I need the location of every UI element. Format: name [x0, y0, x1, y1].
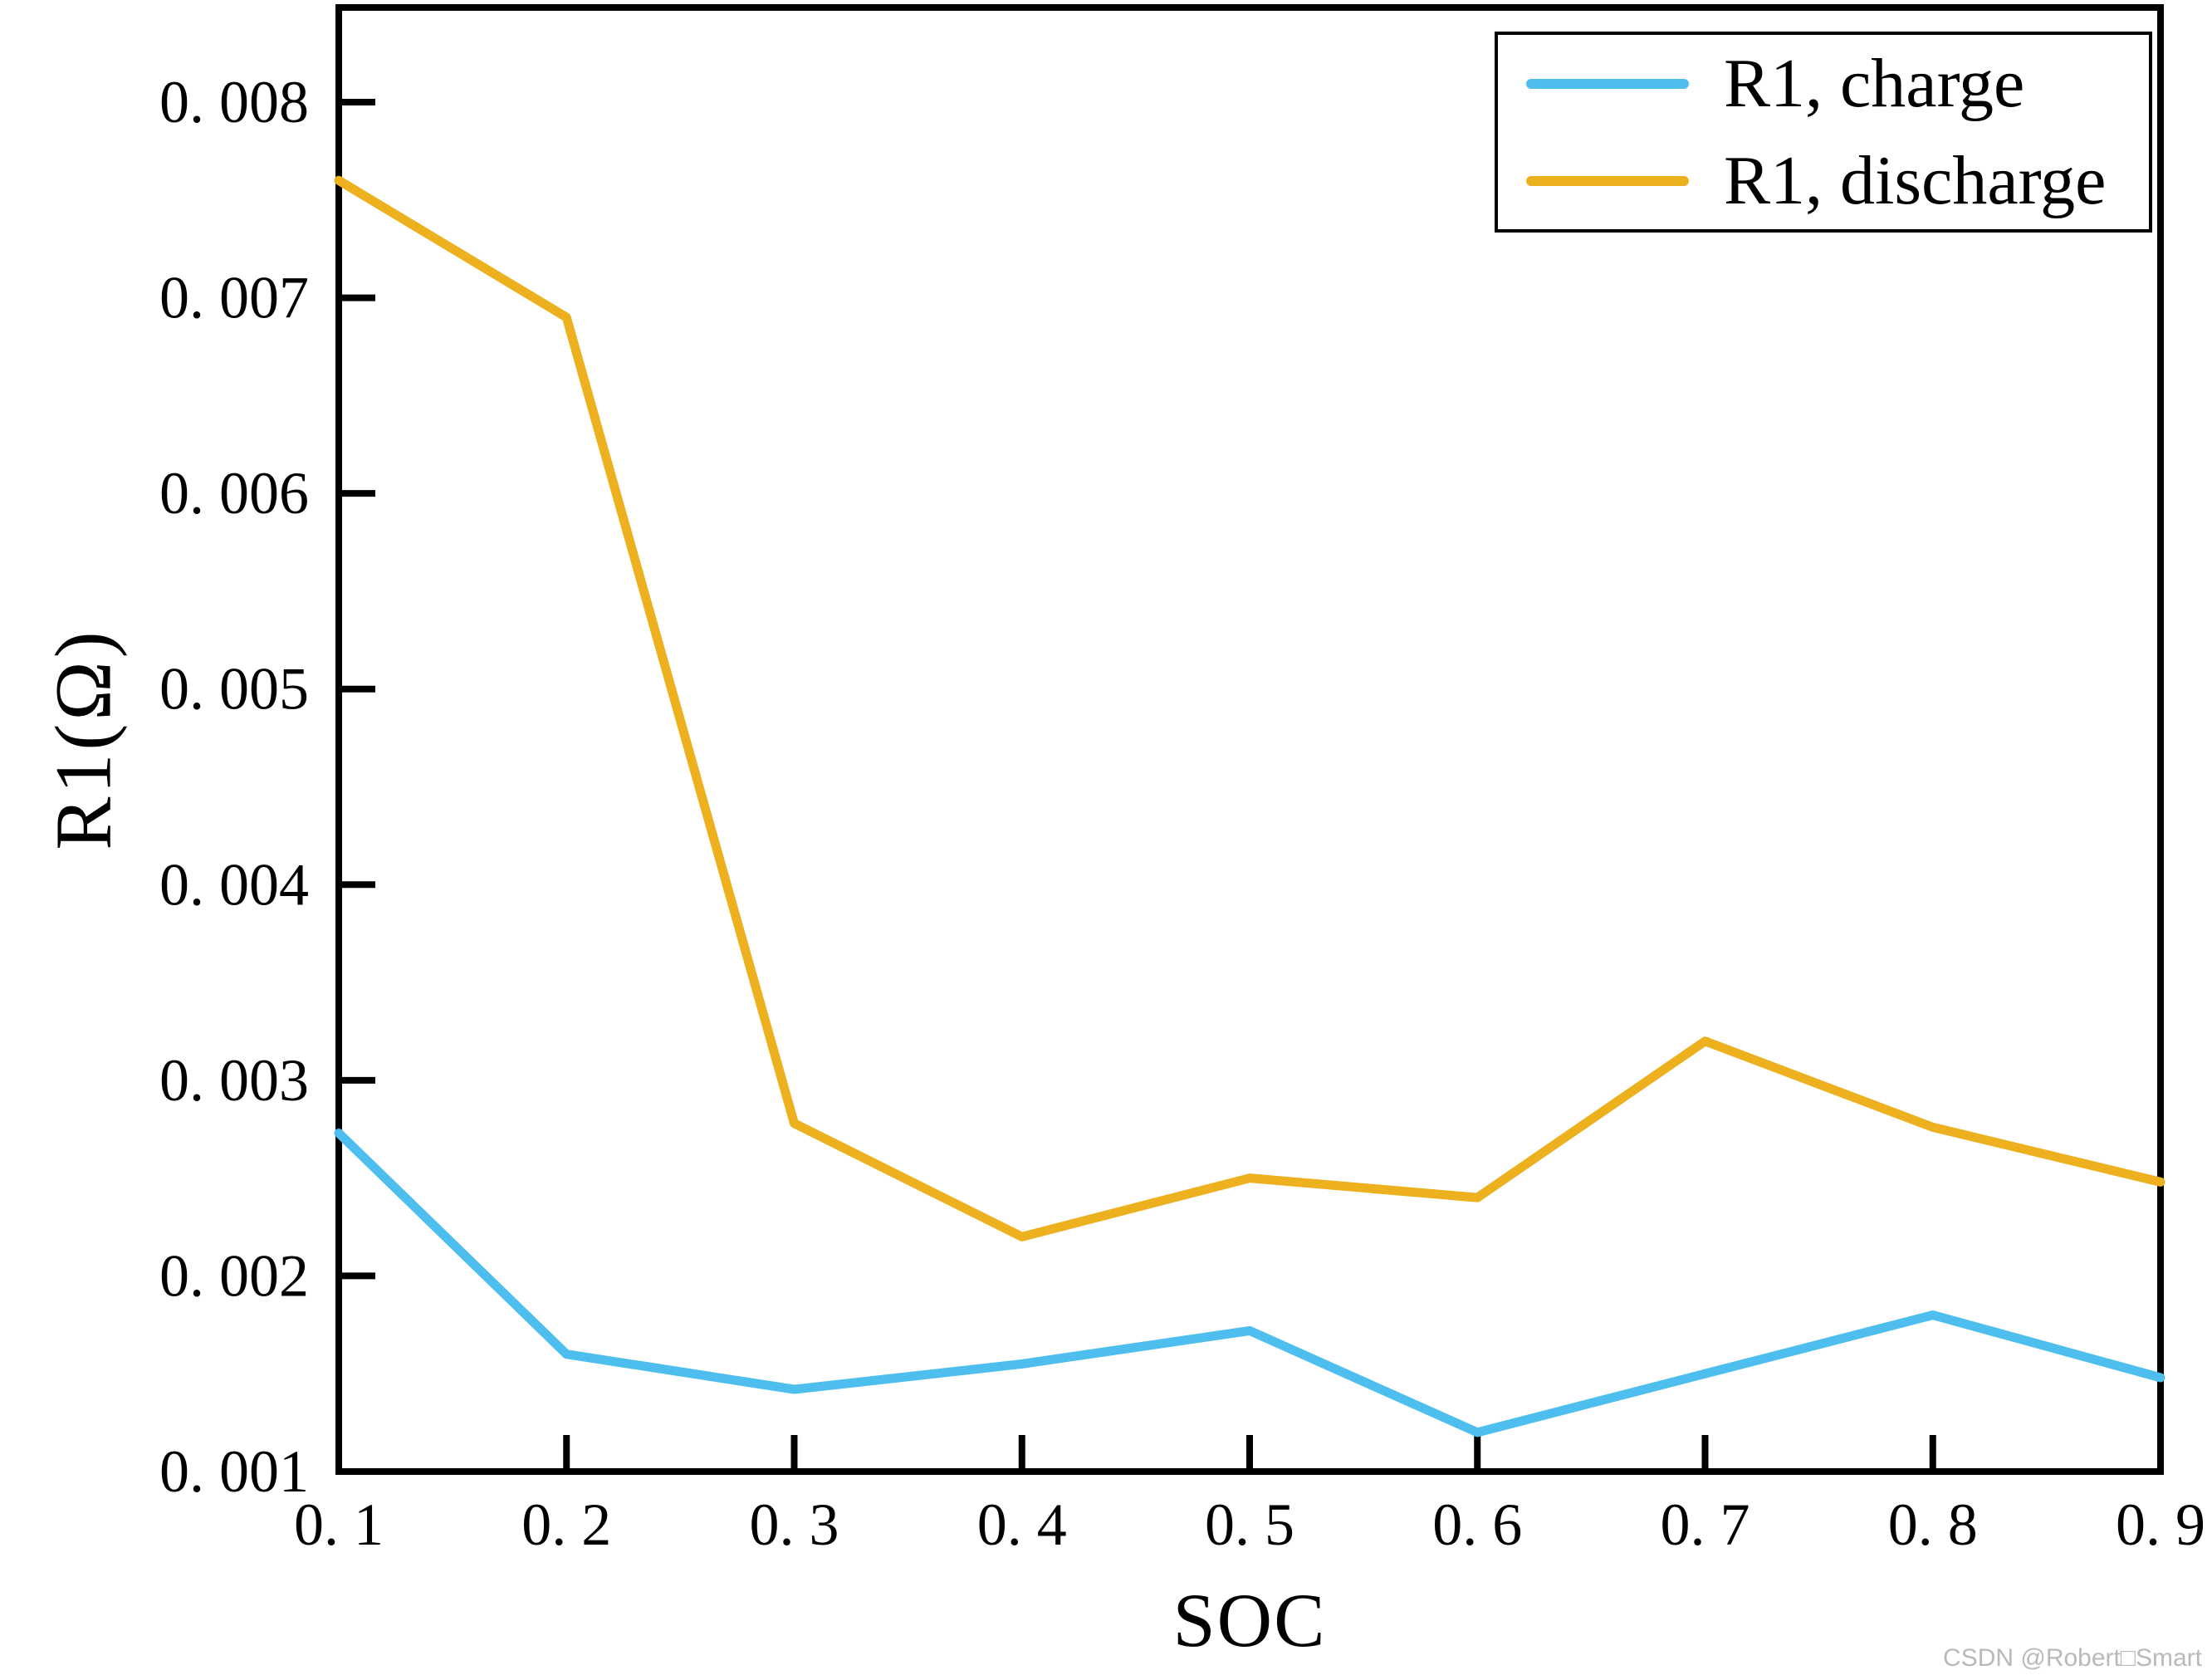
charge-line — [334, 1128, 2166, 1437]
legend-item-discharge: R1, discharge — [1498, 140, 2149, 221]
x-tick-label: 0. 9 — [2116, 1491, 2205, 1558]
x-tick-label: 0. 4 — [977, 1491, 1067, 1558]
y-axis-label: R1(Ω) — [38, 628, 128, 850]
x-axis-label: SOC — [1172, 1578, 1327, 1663]
legend: R1, charge R1, discharge — [1495, 32, 2152, 233]
watermark: CSDN @Robert□Smart — [1943, 1644, 2202, 1672]
legend-label-charge: R1, charge — [1724, 45, 2025, 122]
x-tick-label: 0. 5 — [1205, 1491, 1294, 1558]
y-tick-label: 0. 006 — [159, 460, 309, 526]
y-tick-label: 0. 002 — [159, 1242, 309, 1309]
legend-label-discharge: R1, discharge — [1724, 142, 2107, 219]
plot-border — [335, 4, 2164, 1475]
y-tick-label: 0. 003 — [159, 1047, 309, 1114]
y-tick-label: 0. 001 — [159, 1438, 309, 1505]
x-tick-label: 0. 2 — [521, 1491, 611, 1558]
discharge-line — [334, 175, 2166, 1242]
charge-line-sample — [1526, 78, 1689, 89]
y-tick-label: 0. 007 — [159, 265, 309, 331]
x-tick-label: 0. 8 — [1888, 1491, 1978, 1558]
x-tick-label: 0. 3 — [750, 1491, 839, 1558]
y-tick-label: 0. 005 — [159, 656, 309, 722]
discharge-line-sample — [1526, 175, 1689, 186]
legend-item-charge: R1, charge — [1498, 43, 2149, 124]
x-tick-label: 0. 6 — [1432, 1491, 1522, 1558]
x-tick-label: 0. 7 — [1661, 1491, 1750, 1558]
x-tick-label: 0. 1 — [294, 1491, 384, 1558]
y-tick-label: 0. 004 — [159, 851, 309, 918]
y-tick-label: 0. 008 — [159, 69, 309, 135]
